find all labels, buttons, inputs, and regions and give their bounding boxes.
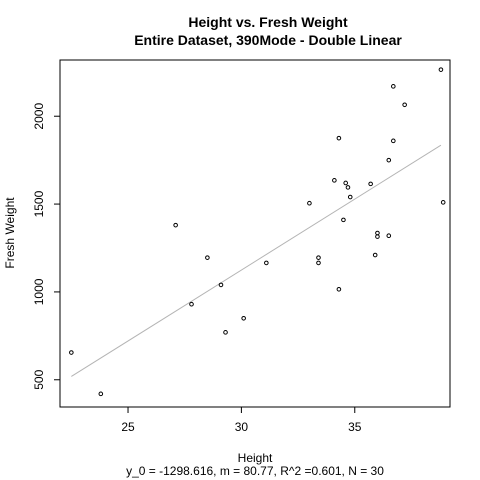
x-tick-label: 25	[121, 420, 135, 434]
data-point	[342, 218, 346, 222]
y-tick-label: 500	[32, 369, 46, 389]
data-point	[392, 85, 396, 89]
regression-line	[71, 145, 441, 376]
data-point	[242, 316, 246, 320]
data-point	[337, 287, 341, 291]
data-point	[346, 186, 350, 190]
data-point	[403, 103, 407, 107]
data-point	[333, 179, 337, 183]
y-tick-label: 1000	[32, 278, 46, 305]
y-axis: 500 1000 1500 2000	[32, 103, 60, 390]
fit-caption: y_0 = -1298.616, m = 80.77, R^2 =0.601, …	[126, 464, 384, 478]
x-axis: 25 30 35	[121, 407, 361, 434]
y-tick-label: 2000	[32, 103, 46, 130]
data-point	[348, 195, 352, 199]
data-point	[265, 261, 269, 265]
data-point	[387, 234, 391, 238]
data-point	[99, 392, 103, 396]
fit-layer	[71, 145, 441, 376]
x-tick-label: 35	[348, 420, 362, 434]
data-point	[190, 302, 194, 306]
data-point	[206, 256, 210, 260]
data-point	[387, 158, 391, 162]
data-point	[392, 139, 396, 143]
x-tick-label: 30	[235, 420, 249, 434]
data-point	[174, 223, 178, 227]
points-layer	[70, 68, 445, 396]
data-point	[70, 351, 74, 355]
data-point	[317, 256, 321, 260]
data-point	[369, 182, 373, 186]
data-point	[224, 331, 228, 335]
data-point	[317, 261, 321, 265]
data-point	[373, 253, 377, 257]
data-point	[439, 68, 443, 72]
data-point	[344, 181, 348, 185]
chart-title: Height vs. Fresh Weight	[188, 14, 348, 30]
x-axis-label: Height	[238, 451, 273, 465]
y-axis-label: Fresh Weight	[3, 197, 17, 269]
plot-frame	[60, 60, 450, 407]
data-point	[219, 283, 223, 287]
y-tick-label: 1500	[32, 190, 46, 217]
chart-subtitle: Entire Dataset, 390Mode - Double Linear	[134, 32, 402, 48]
data-point	[441, 201, 445, 205]
data-point	[308, 201, 312, 205]
data-point	[337, 136, 341, 140]
